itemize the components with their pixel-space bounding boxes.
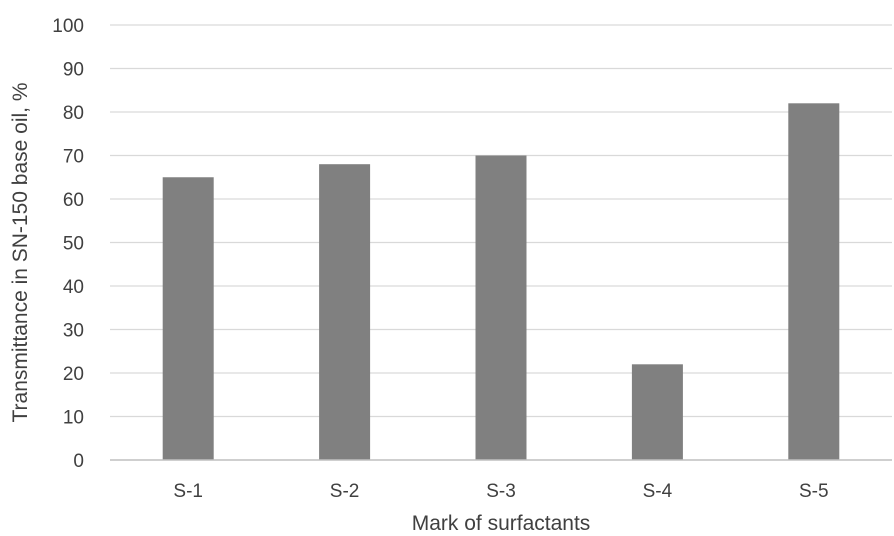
x-tick-label: S-2: [330, 481, 360, 502]
y-axis-title: Transmittance in SN-150 base oil, %: [9, 82, 32, 422]
y-tick-label: 50: [63, 234, 84, 255]
bars: [162, 103, 840, 461]
y-tick-label: 80: [63, 103, 84, 124]
y-tick-label: 30: [63, 321, 84, 342]
x-tick-labels: S-1 S-2 S-3 S-4 S-5: [173, 481, 828, 502]
x-tick-label: S-5: [799, 481, 829, 502]
bar-s-5: [788, 103, 840, 461]
y-tick-labels: 0 10 20 30 40 50 60 70 80 90 100: [52, 16, 84, 472]
y-tick-label: 10: [63, 408, 84, 429]
bar-s-1: [162, 177, 214, 460]
y-tick-label: 0: [73, 451, 84, 472]
x-tick-label: S-3: [486, 481, 516, 502]
y-tick-label: 70: [63, 147, 84, 168]
x-tick-label: S-4: [643, 481, 673, 502]
bar-s-3: [475, 155, 527, 460]
y-tick-label: 100: [52, 16, 84, 37]
bar-s-4: [631, 364, 683, 460]
y-tick-label: 90: [63, 60, 84, 81]
x-tick-label: S-1: [173, 481, 203, 502]
x-axis-title: Mark of surfactants: [412, 512, 591, 535]
y-tick-label: 60: [63, 190, 84, 211]
bar-s-2: [319, 164, 371, 460]
y-tick-label: 20: [63, 364, 84, 385]
y-tick-label: 40: [63, 277, 84, 298]
